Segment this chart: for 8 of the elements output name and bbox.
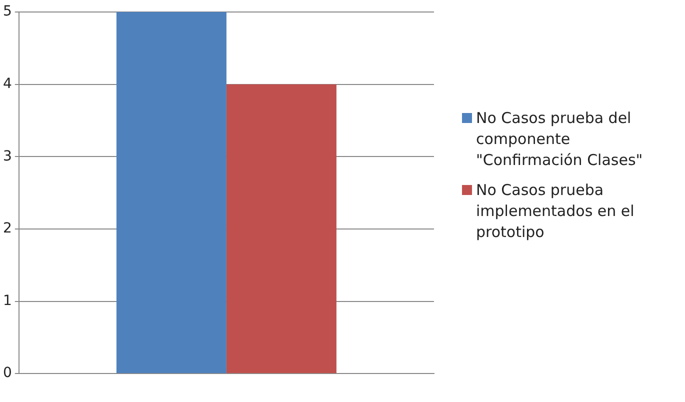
y-tick-label: 3 [2, 148, 12, 164]
y-tick-label: 0 [2, 365, 12, 382]
legend-label: No Casos prueba del componente "Confirmación Clases" [476, 108, 644, 171]
y-tick-label: 5 [2, 4, 12, 20]
y-tick-label: 1 [2, 292, 12, 309]
legend-label: No Casos prueba implementados en el prototipo [476, 180, 636, 243]
y-tick-label: 4 [2, 76, 12, 92]
y-tick-label: 2 [2, 220, 12, 237]
